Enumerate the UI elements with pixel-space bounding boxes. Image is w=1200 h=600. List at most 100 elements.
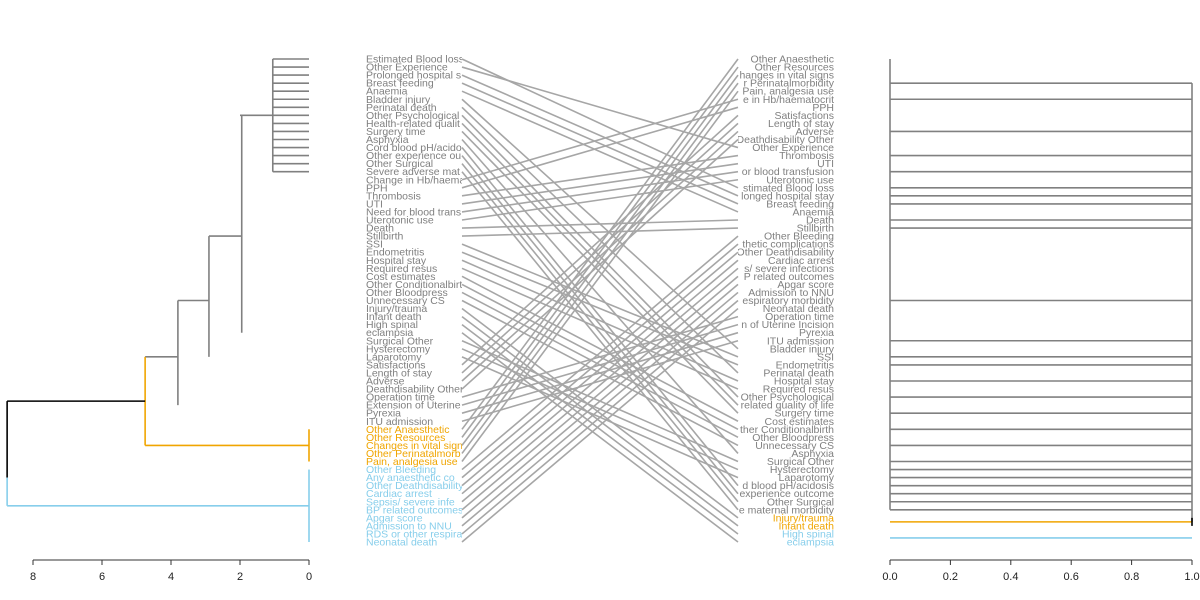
left-label-extension-of-uterine: Extension of Uterine: [366, 400, 461, 412]
left-label-required-resus: Required resus: [366, 263, 437, 275]
right-label-e-in-hb-haematocrit: e in Hb/haematocrit: [743, 94, 834, 106]
connector-line-20: [461, 178, 739, 221]
left-label-anaemia: Anaemia: [366, 86, 408, 98]
left-label-unnecessary-cs: Unnecessary CS: [366, 295, 445, 307]
right-label-longed-hospital-stay: longed hospital stay: [741, 190, 835, 202]
connector-line-31: [461, 307, 739, 519]
left-label-itu-admission: ITU admission: [366, 416, 433, 428]
right-label-admission-to-nnu: Admission to NNU: [748, 287, 834, 299]
right-label-other-surgical: Other Surgical: [767, 496, 834, 508]
right-label-or-blood-transfusion: or blood transfusion: [742, 166, 834, 178]
connector-line-12: [461, 155, 739, 495]
right-label-itu-admission: ITU admission: [767, 335, 834, 347]
left-label-health-related-qualit: Health-related qualit: [366, 118, 460, 130]
right-label-n-of-uterine-incision: n of Uterine Incision: [741, 319, 834, 331]
left-label-need-for-blood-trans: Need for blood trans: [366, 206, 461, 218]
right-label-infant-death: Infant death: [779, 520, 835, 532]
connector-line-14: [461, 171, 739, 511]
left-dendrogram: [6, 58, 310, 542]
right-axis-tick-label-1: 0.2: [943, 571, 958, 583]
connector-line-11: [461, 147, 739, 487]
connector-line-3: [461, 82, 739, 205]
right-label-pph: PPH: [812, 102, 834, 114]
left-label-rds-or-other-respira: RDS or other respira: [366, 528, 462, 540]
right-label-injury-trauma: Injury/trauma: [773, 512, 834, 524]
left-label-eclampsia: eclampsia: [366, 327, 413, 339]
connector-line-58: [461, 291, 739, 527]
left-label-other-psychological: Other Psychological: [366, 110, 459, 122]
left-label-bladder-injury: Bladder injury: [366, 94, 431, 106]
left-label-length-of-stay: Length of stay: [366, 367, 433, 379]
connector-line-60: [461, 307, 739, 543]
right-label-adverse: Adverse: [795, 126, 834, 138]
left-label-other-experience: Other Experience: [366, 62, 448, 74]
left-axis: 8 6 4 2 0: [30, 559, 312, 583]
connector-line-47: [461, 66, 739, 438]
connector-line-49: [461, 82, 739, 454]
right-label-p-related-outcomes: P related outcomes: [744, 271, 834, 283]
right-label-hysterectomy: Hysterectomy: [770, 464, 835, 476]
left-label-estimated-blood-loss: Estimated Blood loss: [366, 54, 464, 66]
left-label-death: Death: [366, 223, 394, 235]
left-label-other-resources: Other Resources: [366, 432, 445, 444]
left-label-pyrexia: Pyrexia: [366, 408, 401, 420]
right-label-other-resources: Other Resources: [755, 62, 834, 74]
connector-line-32: [461, 315, 739, 527]
right-label-pyrexia: Pyrexia: [799, 327, 834, 339]
left-label-endometritis: Endometritis: [366, 247, 424, 259]
right-label-stimated-blood-loss: stimated Blood loss: [743, 182, 834, 194]
right-label-uti: UTI: [817, 158, 834, 170]
connector-line-33: [461, 324, 739, 535]
right-axis-tick-label-2: 0.4: [1003, 571, 1018, 583]
connector-line-27: [461, 275, 739, 422]
left-label-hospital-stay: Hospital stay: [366, 255, 427, 267]
connector-line-19: [461, 170, 739, 213]
left-label-cord-blood-ph-acido: Cord blood pH/acido: [366, 142, 462, 154]
left-label-infant-death: Infant death: [366, 311, 422, 323]
left-label-hysterectomy: Hysterectomy: [366, 343, 431, 355]
connector-line-59: [461, 299, 739, 535]
connector-lines: [461, 58, 739, 543]
right-label-high-spinal: High spinal: [782, 528, 834, 540]
connector-line-40: [461, 130, 739, 382]
right-label-deathdisability-other: Deathdisability Other: [737, 134, 835, 146]
left-label-operation-time: Operation time: [366, 392, 435, 404]
right-label-perinatal-death: Perinatal death: [763, 367, 834, 379]
left-label-laparotomy: Laparotomy: [366, 351, 422, 363]
left-label-adverse: Adverse: [366, 376, 405, 388]
left-label-changes-in-vital-sign: Changes in vital sign: [366, 440, 463, 452]
right-label-neonatal-death: Neonatal death: [763, 303, 834, 315]
connector-line-10: [461, 138, 739, 454]
right-label-required-resus: Required resus: [763, 384, 834, 396]
left-label-perinatal-death: Perinatal death: [366, 102, 437, 114]
right-label-laparotomy: Laparotomy: [779, 472, 835, 484]
left-label-any-anaesthetic-co: Any anaesthetic co: [366, 472, 455, 484]
left-axis-tick-label-8: 8: [30, 571, 36, 583]
right-label-s-severe-infections: s/ severe infections: [744, 263, 834, 275]
left-label-cost-estimates: Cost estimates: [366, 271, 435, 283]
right-axis-tick-label-0: 0.0: [882, 571, 897, 583]
right-label-ssi: SSI: [817, 351, 834, 363]
right-label-d-blood-ph-acidosis: d blood pH/acidosis: [742, 480, 834, 492]
connector-line-21: [461, 219, 739, 229]
right-label-surgical-other: Surgical Other: [767, 456, 835, 468]
right-label-espiratory-morbidity: espiratory morbidity: [742, 295, 834, 307]
connector-line-18: [461, 162, 739, 205]
right-axis-tick-label-3: 0.6: [1064, 571, 1079, 583]
connector-line-52: [461, 243, 739, 479]
connector-line-50: [461, 90, 739, 462]
connector-line-39: [461, 122, 739, 374]
left-label-deathdisability-other: Deathdisability Other: [366, 384, 464, 396]
right-label-ther-conditionalbirth: ther Conditionalbirth: [740, 424, 834, 436]
connector-line-38: [461, 114, 739, 366]
left-label-other-experience-ou: Other experience ou: [366, 150, 461, 162]
right-label-r-perinatalmorbidity: r Perinatalmorbidity: [744, 78, 835, 90]
left-label-other-perinatalmorb: Other Perinatalmorb: [366, 448, 461, 460]
connector-line-55: [461, 267, 739, 503]
right-label-satisfactions: Satisfactions: [774, 110, 834, 122]
right-label-thetic-complications: thetic complications: [742, 239, 834, 251]
left-label-severe-adverse-mat: Severe adverse mat: [366, 166, 460, 178]
